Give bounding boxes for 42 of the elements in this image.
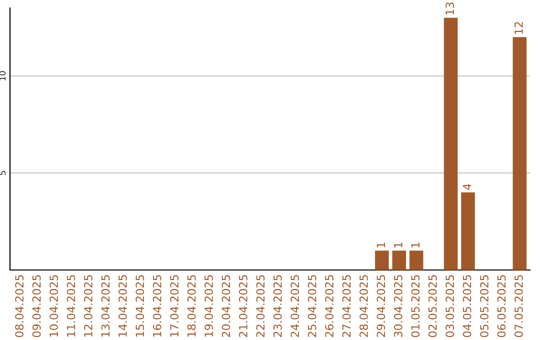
x-tick-label: 06.05.2025 [497,275,506,338]
bar [392,250,406,270]
x-tick-label: 24.04.2025 [290,275,300,337]
data-label: 12 [514,22,523,34]
x-tick-label: 29.04.2025 [376,275,386,337]
x-tick-label: 04.05.2025 [462,275,472,338]
bar [512,37,527,270]
x-tick-label: 10.04.2025 [50,275,58,337]
data-label: 1 [376,242,385,248]
x-tick-label: 07.05.2025 [514,275,523,338]
bar [444,18,458,270]
x-tick-label: 23.04.2025 [273,275,282,337]
data-label: 1 [411,242,420,248]
data-label: 13 [446,2,454,15]
x-tick-label: 22.04.2025 [256,275,265,337]
bar [375,250,389,270]
x-tick-label: 19.04.2025 [204,275,213,337]
x-tick-label: 30.04.2025 [394,275,402,337]
x-tick-label: 13.04.2025 [101,275,110,337]
x-tick-label: 02.05.2025 [428,275,437,338]
x-tick-label: 28.04.2025 [360,275,368,337]
x-tick-label: 20.04.2025 [222,275,230,337]
x-tick-label: 16.04.2025 [152,275,162,337]
x-tick-label: 11.04.2025 [66,275,76,337]
x-tick-label: 18.04.2025 [187,275,196,337]
x-tick-label: 01.05.2025 [411,275,420,338]
x-tick-label: 08.04.2025 [15,275,24,338]
bar [409,250,424,270]
x-tick-label: 15.04.2025 [136,275,144,337]
bar [461,192,475,270]
x-tick-label: 12.04.2025 [84,275,92,337]
x-tick-label: 09.04.2025 [32,275,41,338]
x-tick-label: 21.04.2025 [238,275,248,337]
data-label: 4 [462,184,472,190]
x-tick-label: 03.05.2025 [446,275,454,338]
x-tick-label: 26.04.2025 [325,275,334,337]
x-tick-label: 05.05.2025 [480,275,488,338]
x-tick-label: 27.04.2025 [342,275,351,337]
x-tick-label: 14.04.2025 [118,275,127,337]
x-tick-label: 17.04.2025 [170,275,179,337]
data-label: 1 [394,242,402,248]
x-tick-label: 25.04.2025 [308,275,316,337]
